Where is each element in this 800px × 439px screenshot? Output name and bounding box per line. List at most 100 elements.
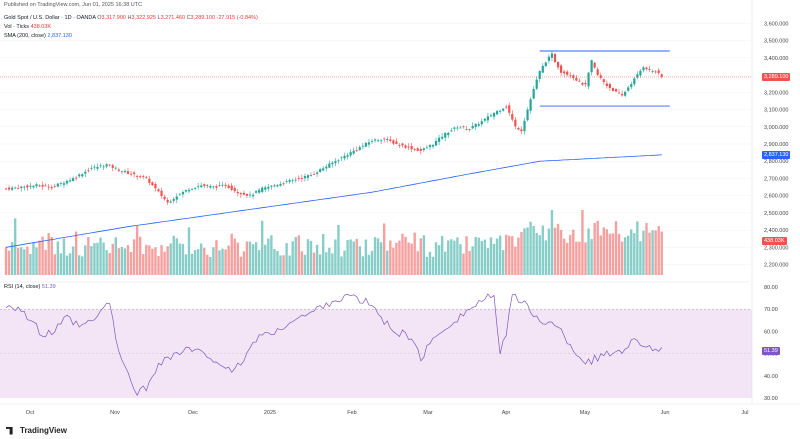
volume-bar <box>74 231 78 275</box>
candle-body <box>438 137 441 142</box>
candle-body <box>569 75 572 77</box>
symbol-line: Gold Spot / U.S. Dollar · 1D · OANDA O3,… <box>4 15 258 22</box>
volume-bar <box>556 223 560 275</box>
volume-bar <box>41 236 44 275</box>
candle-body <box>520 129 523 132</box>
volume-bar <box>480 240 483 275</box>
candle-body <box>261 187 264 193</box>
volume-bar <box>23 249 26 275</box>
volume-bar <box>651 230 654 275</box>
candle-body <box>288 180 291 182</box>
candle-body <box>325 166 328 169</box>
candle-body <box>489 115 493 117</box>
volume-bar <box>285 243 288 275</box>
candle-body <box>444 132 447 138</box>
volume-bar <box>172 235 175 275</box>
volume-bar <box>145 244 148 275</box>
candle-body <box>209 186 212 188</box>
volume-bar <box>657 226 660 275</box>
volume-bar <box>26 246 29 275</box>
candle-body <box>450 130 453 132</box>
candle-body <box>267 186 270 189</box>
volume-bar <box>120 246 124 275</box>
candle-body <box>154 184 157 189</box>
rsi-tick-label: 60.00 <box>764 329 778 335</box>
volume-bar <box>425 256 429 275</box>
price-axis: 3,600.0003,500.0003,400.0003,300.0003,20… <box>764 21 788 268</box>
volume-bar <box>501 250 505 275</box>
candle-body <box>514 119 517 127</box>
close-label: C <box>186 15 191 21</box>
candle-body <box>611 87 615 91</box>
candle-body <box>319 169 322 173</box>
candle-body <box>590 60 593 73</box>
rsi-tick-label: 70.00 <box>764 307 778 313</box>
candle-body <box>560 65 563 73</box>
volume-bar <box>495 238 499 275</box>
volume-bar <box>450 239 453 275</box>
candle-body <box>556 61 560 68</box>
volume-bar <box>111 243 114 275</box>
candle-body <box>630 84 633 88</box>
volume-bar <box>529 221 532 275</box>
candle-body <box>587 72 590 87</box>
candle-body <box>65 180 69 184</box>
candle-body <box>239 193 242 195</box>
candle-body <box>532 88 535 99</box>
candle-body <box>383 138 386 140</box>
candle-body <box>334 161 337 164</box>
volume-bar <box>163 251 166 275</box>
volume-bar <box>212 247 215 275</box>
volume-bar <box>102 242 105 275</box>
candle-body <box>358 147 361 150</box>
candle-body <box>535 79 538 89</box>
volume-bar <box>105 250 108 275</box>
volume-bar <box>160 245 163 275</box>
volume-bar <box>639 241 642 275</box>
rsi-axis: 80.00 70.00 60.00 50.00 40.00 30.00 <box>764 285 778 402</box>
time-tick-label: May <box>580 410 591 416</box>
volume-bar <box>233 238 236 275</box>
candle-body <box>395 141 398 144</box>
candle-body <box>517 127 520 130</box>
volume-bar <box>645 223 648 275</box>
volume-bar <box>346 240 349 275</box>
volume-bar <box>309 240 313 275</box>
volume-bar <box>541 225 544 275</box>
volume-bar <box>407 242 410 275</box>
candle-body <box>56 183 59 187</box>
close-value: 3,289.100 <box>190 15 216 21</box>
candle-body <box>355 150 358 151</box>
candle-body <box>38 185 41 187</box>
high-value: 3,322.925 <box>131 15 156 21</box>
low-value: 3,271.460 <box>160 15 186 21</box>
time-tick-label: Jun <box>661 410 670 416</box>
volume-bar <box>514 246 517 275</box>
volume-bar <box>178 243 182 275</box>
candle-body <box>117 169 120 171</box>
candle-body <box>407 146 410 148</box>
candle-body <box>169 201 172 203</box>
volume-bar <box>13 218 17 275</box>
candle-body <box>578 80 581 82</box>
candle-body <box>126 171 130 174</box>
candle-body <box>145 177 148 179</box>
candle-body <box>477 124 480 126</box>
candle-body <box>194 187 197 189</box>
candle-body <box>291 179 294 181</box>
candle-body <box>624 91 627 96</box>
volume-bar <box>303 254 307 275</box>
candle-body <box>251 194 255 197</box>
candle-body <box>480 121 483 125</box>
volume-bar <box>245 241 249 275</box>
volume-bar <box>386 250 389 275</box>
volume-bar <box>468 250 471 275</box>
volume-bar <box>440 236 444 275</box>
volume-bar <box>7 250 11 275</box>
tradingview-logo[interactable]: TradingView <box>6 426 67 435</box>
volume-bar <box>498 235 502 275</box>
last-price-tag: 3,289.100 <box>762 72 791 81</box>
volume-bar <box>65 255 69 275</box>
price-tick-label: 3,500.000 <box>764 39 788 45</box>
volume-bar <box>123 248 127 275</box>
